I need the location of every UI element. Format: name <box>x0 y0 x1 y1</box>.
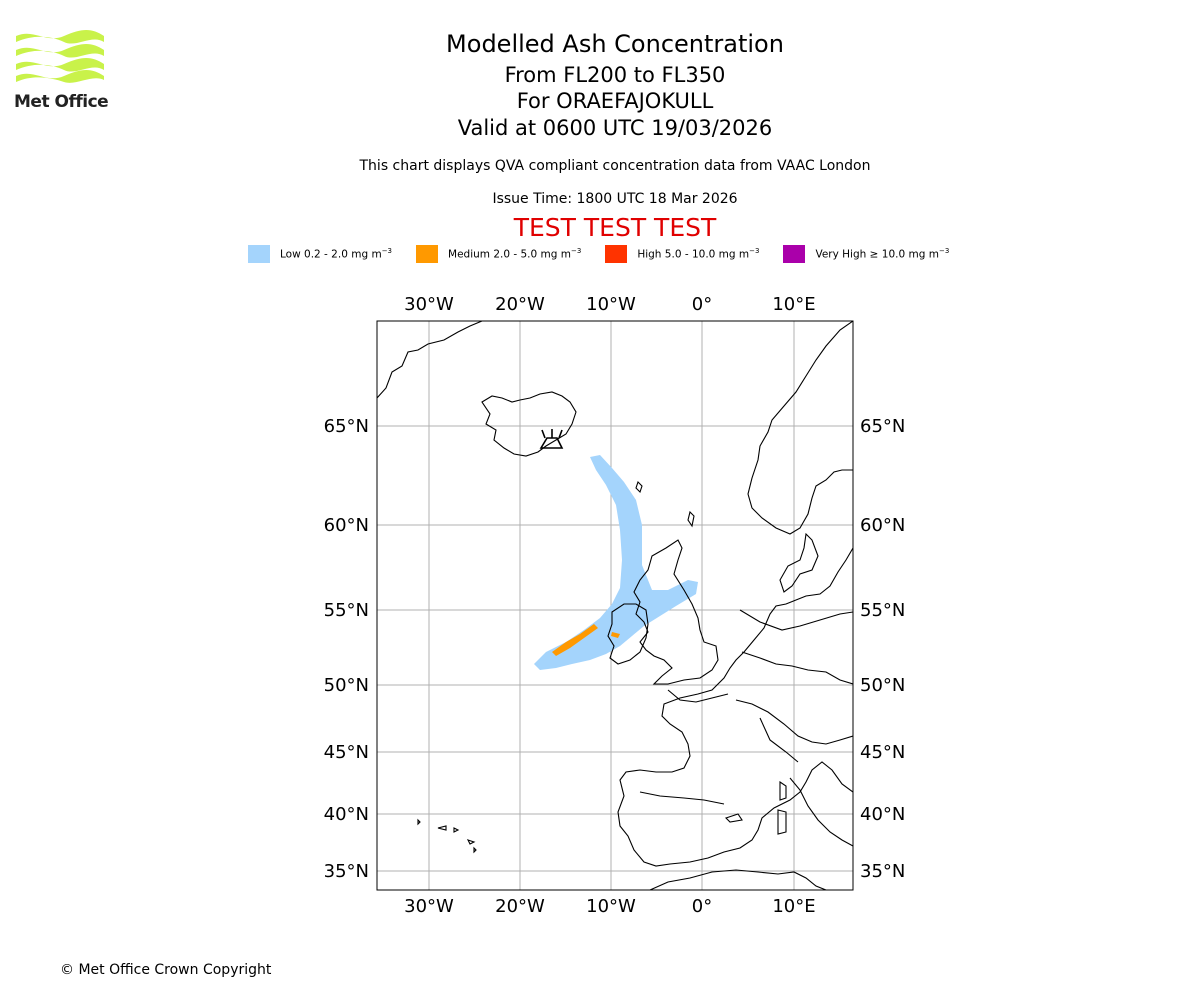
coastlines <box>377 321 853 890</box>
lat-label-right-55n: 55°N <box>860 600 905 621</box>
ash-plume-medium <box>552 624 598 656</box>
legend-swatch-low <box>248 245 270 263</box>
lon-label-top-0: 0° <box>692 294 712 315</box>
volcano-name: For ORAEFAJOKULL <box>516 89 714 113</box>
legend-item-very-high: Very High ≥ 10.0 mg m−3 <box>783 245 949 263</box>
issue-time: Issue Time: 1800 UTC 18 Mar 2026 <box>492 191 738 207</box>
volcano-icon <box>539 429 564 449</box>
lat-label-left-40n: 40°N <box>324 804 369 825</box>
lon-label-bottom-0: 0° <box>692 896 712 917</box>
lon-label-bottom-20w: 20°W <box>495 896 545 917</box>
legend: Low 0.2 - 2.0 mg m−3 Medium 2.0 - 5.0 mg… <box>248 244 973 264</box>
lat-label-right-65n: 65°N <box>860 416 905 437</box>
lat-label-left-65n: 65°N <box>324 416 369 437</box>
met-office-waves-icon <box>16 30 104 83</box>
legend-item-low: Low 0.2 - 2.0 mg m−3 <box>248 245 392 263</box>
lon-label-top-30w: 30°W <box>404 294 454 315</box>
legend-item-high: High 5.0 - 10.0 mg m−3 <box>605 245 759 263</box>
legend-swatch-very-high <box>783 245 806 263</box>
legend-swatch-high <box>605 245 628 263</box>
legend-label-very-high: Very High ≥ 10.0 mg m−3 <box>815 247 950 261</box>
lat-label-right-50n: 50°N <box>860 675 905 696</box>
lon-label-bottom-10e: 10°E <box>772 896 815 917</box>
lon-label-top-10w: 10°W <box>586 294 636 315</box>
logo-text: Met Office <box>14 92 109 112</box>
lat-label-left-35n: 35°N <box>324 861 369 882</box>
legend-label-low: Low 0.2 - 2.0 mg m−3 <box>280 247 393 261</box>
chart-title: Modelled Ash Concentration <box>446 30 784 58</box>
legend-label-medium: Medium 2.0 - 5.0 mg m−3 <box>448 247 582 261</box>
lat-label-right-45n: 45°N <box>860 742 905 763</box>
lat-label-right-60n: 60°N <box>860 515 905 536</box>
lat-label-left-60n: 60°N <box>324 515 369 536</box>
lat-label-right-35n: 35°N <box>860 861 905 882</box>
met-office-logo: Met Office <box>14 30 109 112</box>
legend-label-high: High 5.0 - 10.0 mg m−3 <box>637 247 760 261</box>
chart-description: This chart displays QVA compliant concen… <box>359 158 871 174</box>
lat-label-left-50n: 50°N <box>324 675 369 696</box>
ash-plume-low <box>534 455 698 670</box>
lon-label-bottom-10w: 10°W <box>586 896 636 917</box>
map-frame <box>376 320 854 891</box>
lat-label-left-55n: 55°N <box>324 600 369 621</box>
lon-label-top-20w: 20°W <box>495 294 545 315</box>
lat-label-right-40n: 40°N <box>860 804 905 825</box>
legend-swatch-medium <box>416 245 439 263</box>
flight-level-range: From FL200 to FL350 <box>504 63 726 87</box>
ash-plume-medium-small <box>611 632 620 638</box>
test-banner: TEST TEST TEST <box>513 213 717 242</box>
lat-label-left-45n: 45°N <box>324 742 369 763</box>
valid-time: Valid at 0600 UTC 19/03/2026 <box>457 116 773 140</box>
lon-label-bottom-30w: 30°W <box>404 896 454 917</box>
legend-item-medium: Medium 2.0 - 5.0 mg m−3 <box>416 245 581 263</box>
lon-label-top-10e: 10°E <box>772 294 815 315</box>
copyright: © Met Office Crown Copyright <box>60 962 272 978</box>
